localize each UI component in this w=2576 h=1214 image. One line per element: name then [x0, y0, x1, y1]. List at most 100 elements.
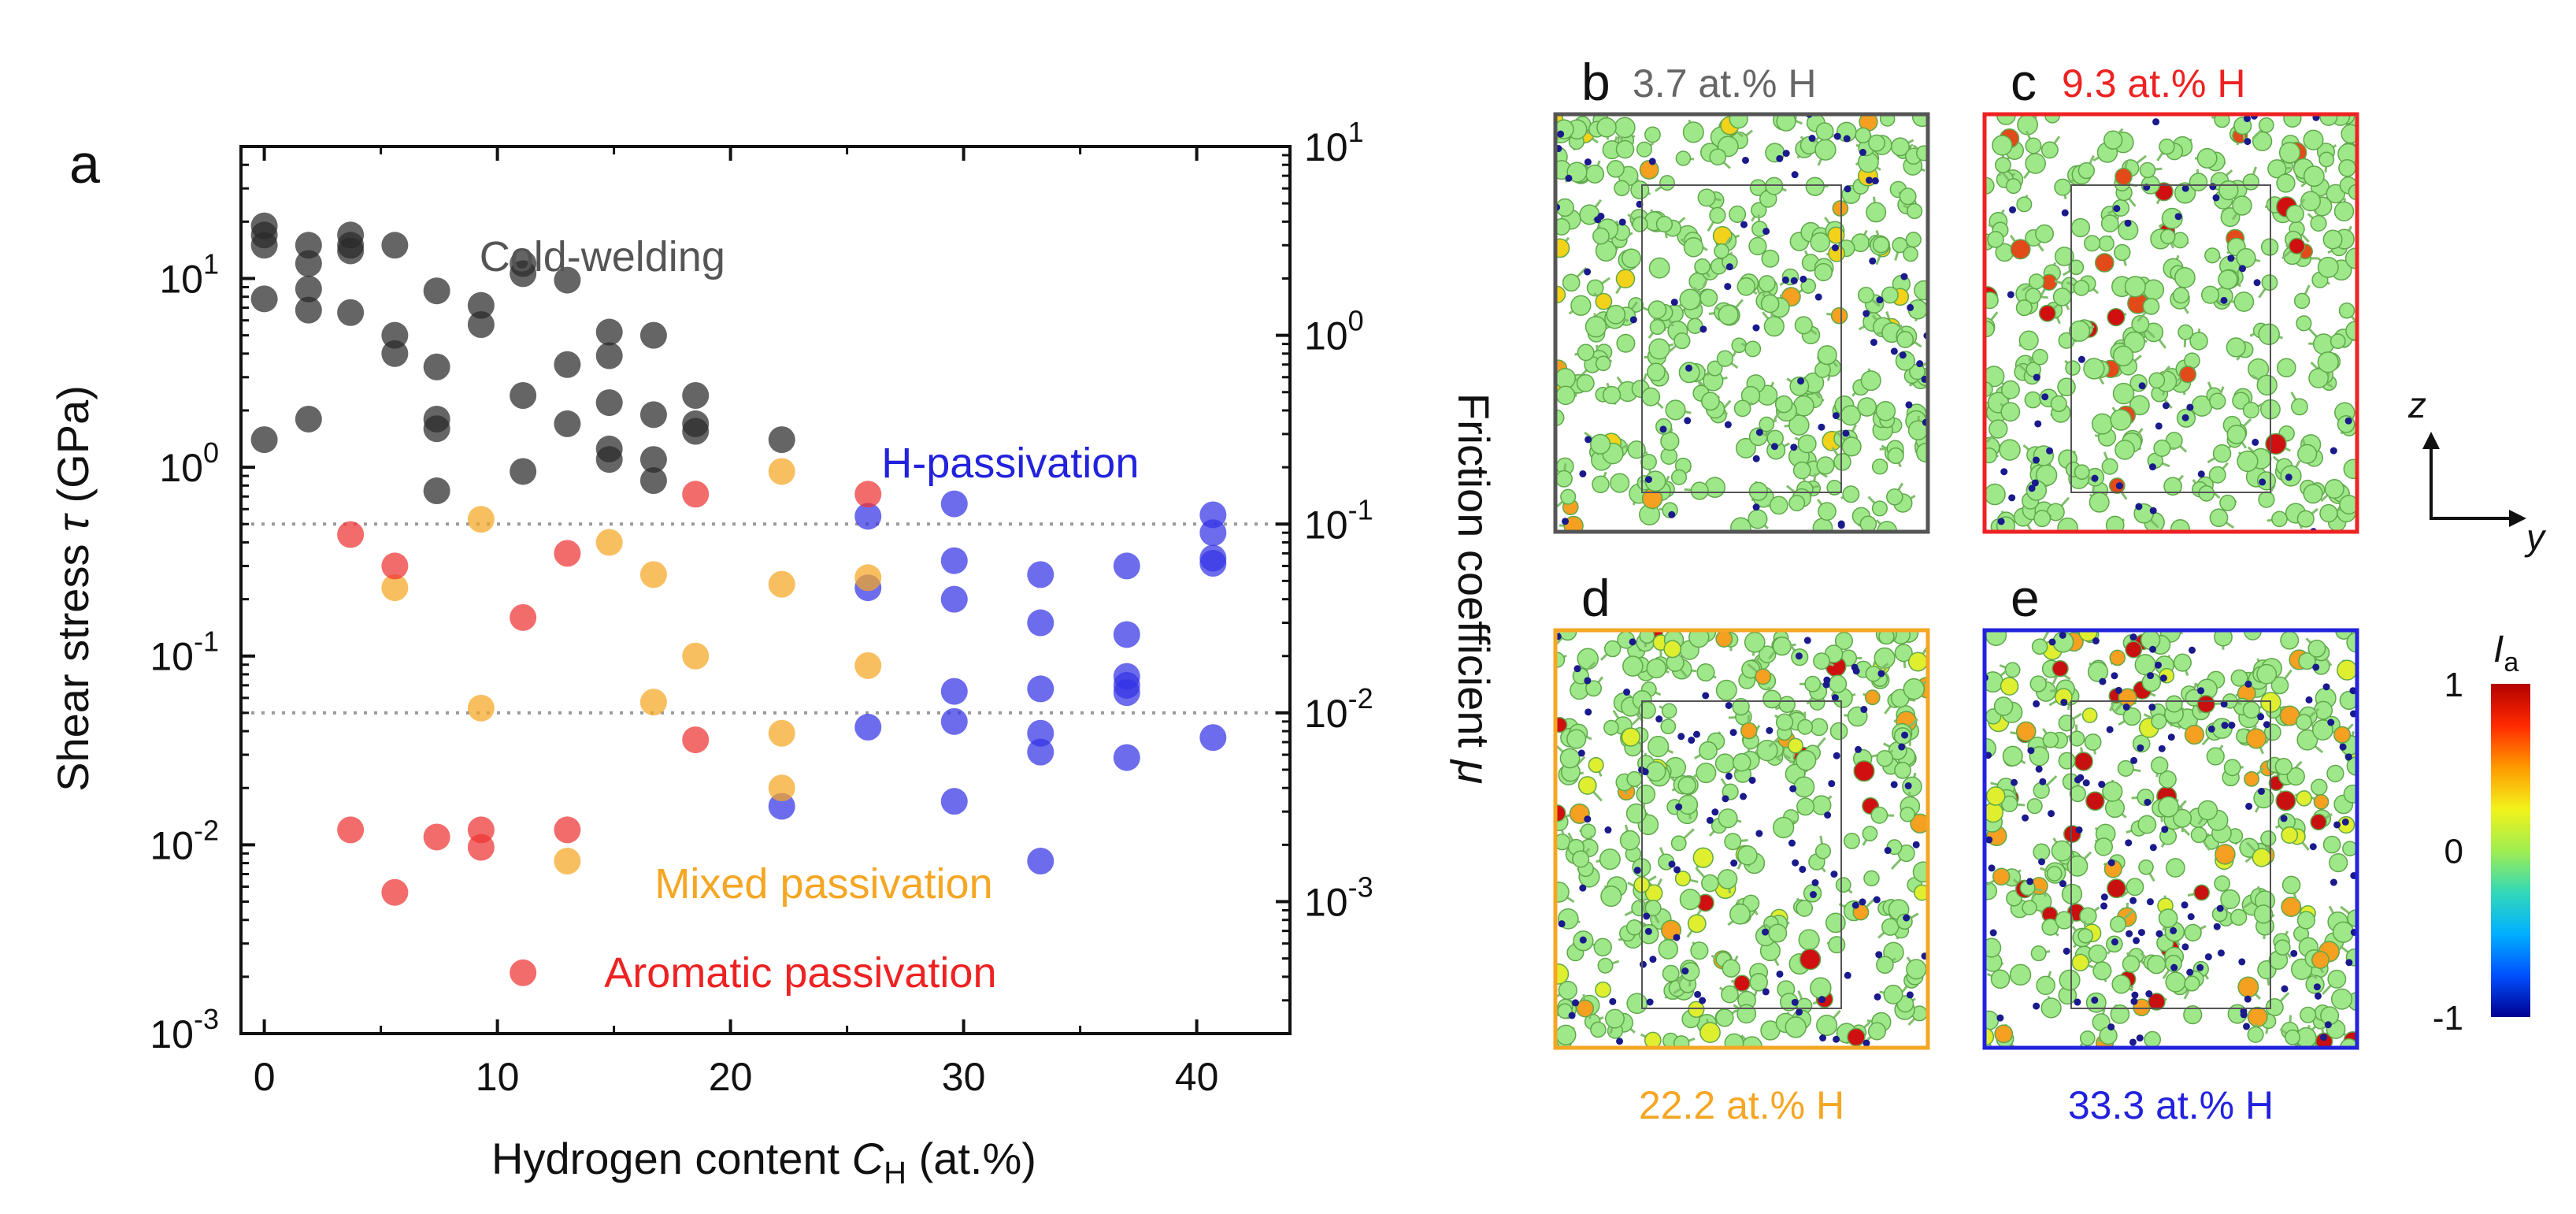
atom: [2050, 395, 2067, 413]
hydrogen-atom: [2187, 913, 2195, 921]
snapshot-caption: 33.3 at.% H: [2068, 1083, 2274, 1127]
hydrogen-atom: [2244, 138, 2252, 146]
hydrogen-atom: [1873, 896, 1881, 904]
atom: [1641, 387, 1661, 407]
hydrogen-atom: [1585, 436, 1592, 444]
atom: [1810, 718, 1829, 737]
atom: [2084, 235, 2101, 252]
atom: [1679, 889, 1701, 911]
cold-welding-point: [423, 277, 450, 305]
atom: [1602, 385, 1622, 405]
hydrogen-atom: [1789, 785, 1797, 793]
atom: [2170, 518, 2190, 532]
hydrogen-atom: [1781, 276, 1789, 284]
hydrogen-atom: [1604, 826, 1612, 834]
hydrogen-atom: [2344, 417, 2352, 425]
atom: [2107, 307, 2126, 327]
atom: [1646, 658, 1667, 679]
atom: [1792, 461, 1811, 480]
hydrogen-atom: [1641, 768, 1649, 776]
atom: [2236, 247, 2256, 269]
hydrogen-atom: [1644, 927, 1652, 935]
hydrogen-atom: [1799, 866, 1807, 874]
panel-letter-a: a: [69, 133, 100, 195]
atom: [1661, 703, 1677, 719]
atom: [1999, 439, 2021, 461]
panel-letter-e: e: [2011, 569, 2040, 627]
atom: [2139, 161, 2156, 179]
hydrogen-atom: [1584, 815, 1592, 823]
atom: [2274, 939, 2291, 956]
atom: [1866, 202, 1887, 223]
mixed-passivation-point: [854, 564, 882, 592]
atom: [1868, 134, 1886, 152]
h-passivation-point: [1027, 738, 1054, 766]
cold-welding-point: [295, 250, 322, 277]
atom: [1814, 139, 1837, 161]
hydrogen-atom: [2010, 778, 2018, 786]
atom: [1566, 729, 1587, 749]
atom: [1881, 918, 1900, 936]
mixed-passivation-point: [467, 506, 495, 533]
h-passivation-point: [1027, 848, 1054, 875]
atom: [1760, 294, 1780, 314]
atom: [2088, 944, 2107, 963]
atom: [1644, 1031, 1662, 1048]
hydrogen-atom: [2125, 839, 2133, 847]
atom: [2158, 796, 2179, 818]
atom: [2147, 955, 2166, 975]
atom: [2270, 676, 2289, 695]
atom: [2263, 723, 2281, 741]
atom: [1907, 652, 1928, 672]
hydrogen-atom: [2154, 661, 2162, 669]
aromatic-passivation-point: [381, 552, 409, 580]
atom: [1872, 236, 1890, 254]
atom: [2009, 963, 2032, 986]
atom: [1871, 500, 1888, 517]
atom: [2094, 253, 2115, 273]
atom: [2260, 830, 2277, 847]
atom: [1589, 433, 1611, 455]
h-passivation-point: [940, 678, 968, 705]
series-annotations: Cold-welding H-passivation Mixed passivati…: [480, 233, 1140, 997]
atom: [2098, 235, 2115, 252]
atom: [1749, 972, 1768, 992]
hydrogen-atom: [2028, 484, 2036, 492]
atom: [2277, 358, 2296, 378]
atom: [2223, 759, 2241, 777]
atom: [1625, 919, 1643, 936]
cold-welding-point: [381, 232, 409, 259]
atom: [1586, 279, 1604, 297]
atom: [1690, 941, 1709, 960]
atom: [2083, 358, 2105, 380]
cold-welding-point: [595, 389, 623, 417]
atom: [1843, 832, 1860, 849]
atom: [2126, 878, 2144, 897]
hydrogen-atom: [2008, 494, 2016, 502]
atom: [2077, 161, 2096, 180]
y-tick-label: 10-1: [150, 626, 219, 679]
atom: [1596, 117, 1617, 138]
hydrogen-atom: [1863, 1039, 1870, 1047]
hydrogen-atom: [2216, 904, 2224, 912]
aromatic-passivation-point: [682, 481, 710, 508]
hydrogen-atom: [2149, 844, 2157, 852]
atom: [1804, 675, 1822, 692]
atom: [1699, 288, 1718, 307]
hydrogen-atom: [1792, 859, 1799, 867]
atom: [1828, 936, 1846, 954]
hydrogen-atom: [1579, 936, 1587, 944]
hydrogen-atom: [2100, 902, 2108, 910]
atom: [2087, 661, 2109, 682]
atom: [2333, 726, 2352, 744]
atom: [1648, 736, 1670, 758]
aromatic-passivation-point: [854, 481, 882, 508]
hydrogen-atom: [1869, 257, 1877, 265]
atom: [2281, 875, 2301, 895]
x-tick-label: 10: [476, 1055, 520, 1099]
hydrogen-atom: [2161, 826, 2169, 833]
hydrogen-atom: [2148, 704, 2156, 711]
atom: [1707, 360, 1723, 377]
colorbar-gradient: [2491, 684, 2530, 1017]
atom: [1607, 160, 1625, 178]
